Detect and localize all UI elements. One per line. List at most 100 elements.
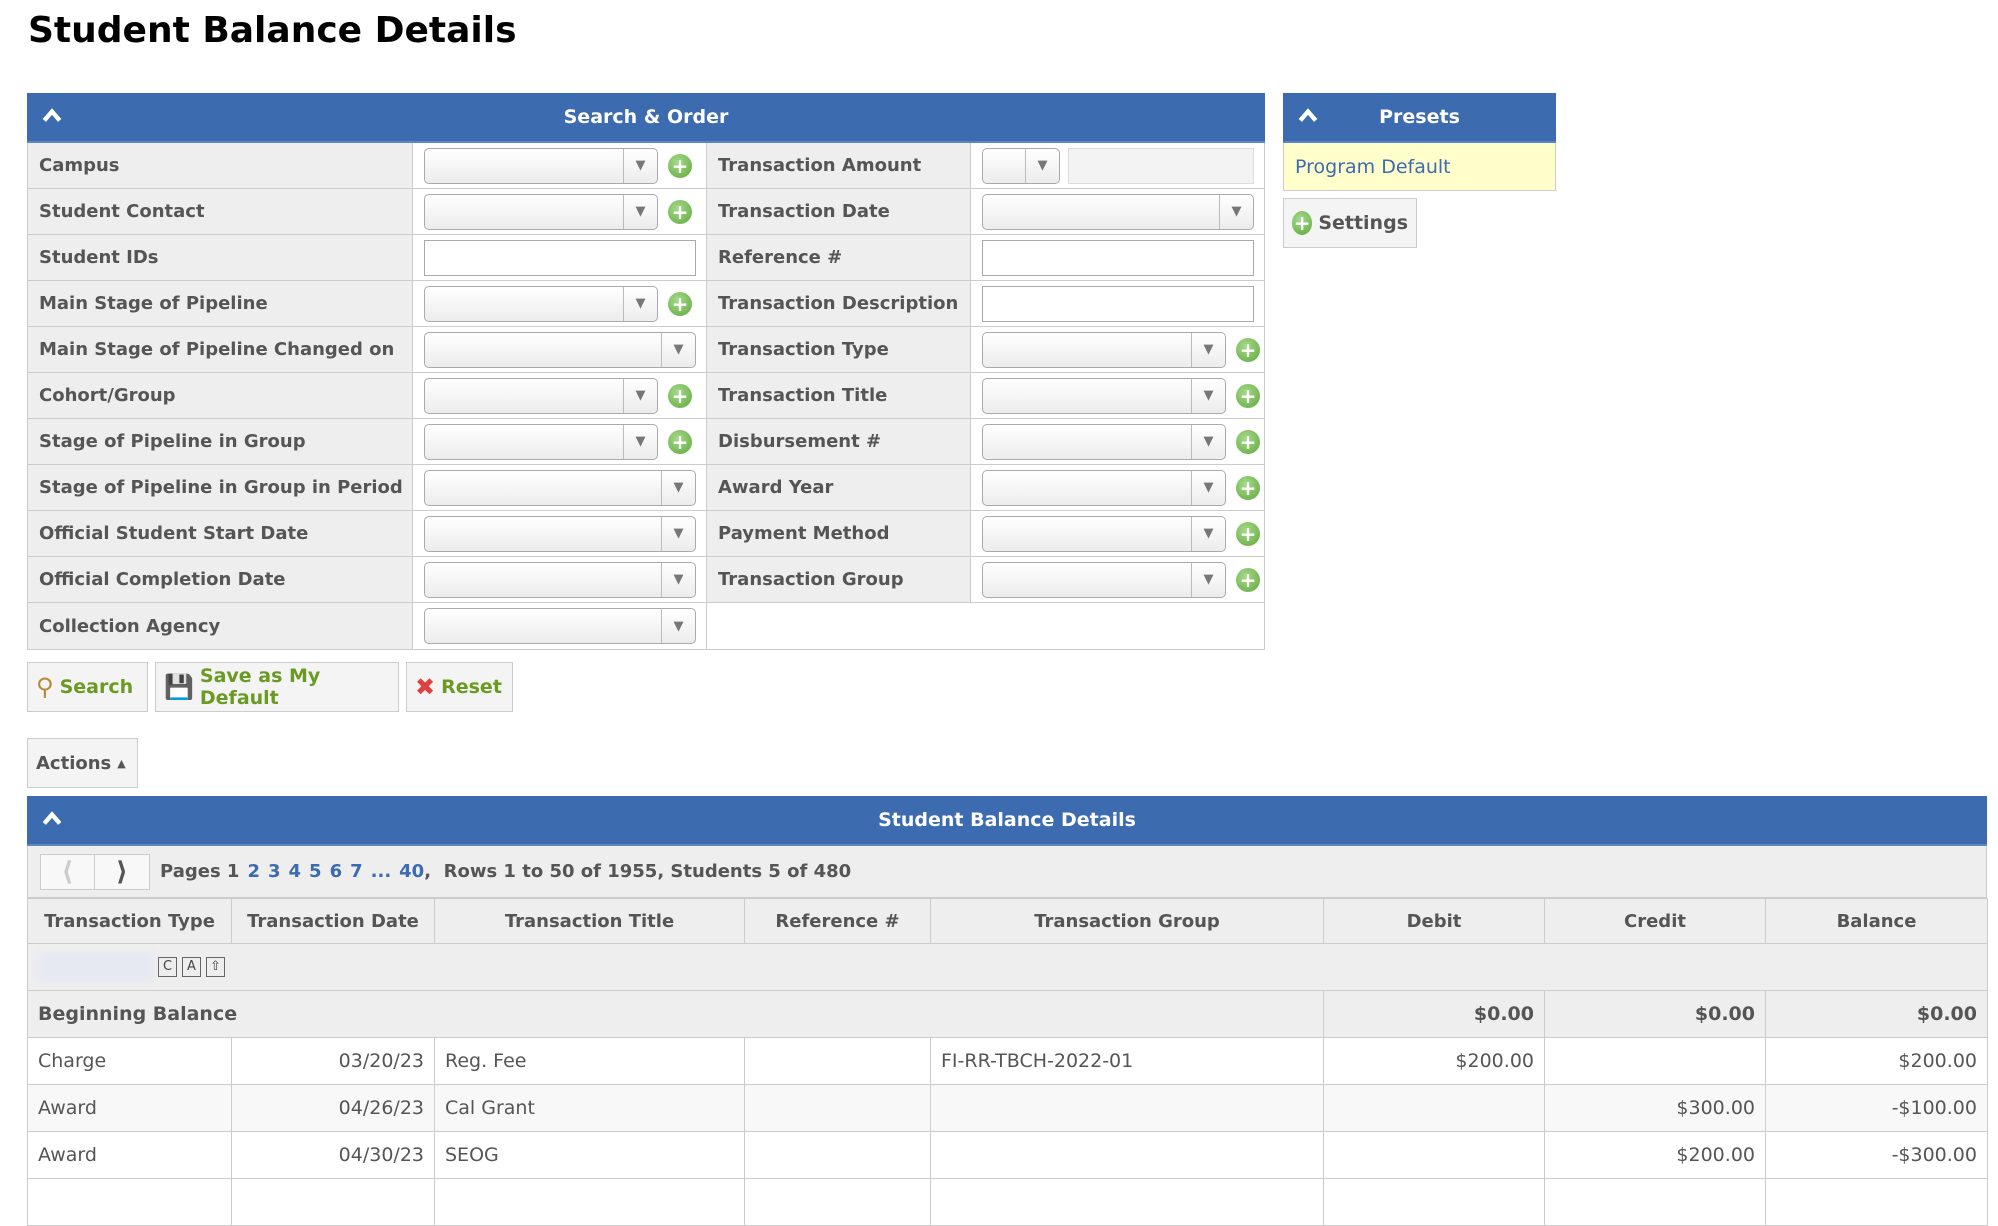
dropdown[interactable]: ▼ bbox=[982, 469, 1226, 506]
page-link[interactable]: 40 bbox=[399, 861, 425, 882]
text-input[interactable] bbox=[982, 239, 1254, 276]
cell-transaction-title: Reg. Fee bbox=[434, 1037, 745, 1085]
filter-row: Stage of Pipeline in Group in Period ▼ Awa… bbox=[28, 465, 1264, 511]
filter-label: Transaction Group bbox=[707, 557, 971, 602]
control-cell: ▼ bbox=[413, 557, 707, 602]
text-input[interactable] bbox=[982, 285, 1254, 322]
collapse-chevron-icon[interactable] bbox=[41, 105, 63, 127]
filter-row: Main Stage of Pipeline Changed on ▼ Transa… bbox=[28, 327, 1264, 373]
control-cell: ▼ + bbox=[413, 373, 707, 418]
dropdown[interactable]: ▼ bbox=[424, 608, 696, 644]
dropdown[interactable]: ▼ bbox=[424, 469, 696, 506]
dropdown[interactable]: ▼ bbox=[982, 193, 1254, 230]
page-title: Student Balance Details bbox=[28, 10, 517, 51]
balance-table: Transaction Type Transaction Date Transact… bbox=[27, 898, 1988, 1226]
contact-icon[interactable]: C bbox=[158, 957, 177, 977]
preset-program-default[interactable]: Program Default bbox=[1283, 143, 1556, 191]
page-link[interactable]: 4 bbox=[288, 861, 302, 882]
dropdown[interactable]: ▼ bbox=[982, 561, 1226, 598]
dropdown[interactable]: ▼ bbox=[424, 423, 658, 460]
actions-button[interactable]: Actions ▲ bbox=[27, 738, 138, 788]
dropdown[interactable]: ▼ bbox=[424, 331, 696, 368]
column-header[interactable]: Transaction Date bbox=[231, 898, 435, 944]
add-filter-icon[interactable]: + bbox=[1236, 337, 1260, 362]
save-default-button[interactable]: 💾 Save as My Default bbox=[155, 662, 399, 712]
dropdown[interactable]: ▼ bbox=[424, 147, 658, 184]
dropdown[interactable]: ▼ bbox=[424, 515, 696, 552]
dropdown[interactable]: ▼ bbox=[424, 561, 696, 598]
control-cell: ▼ + bbox=[971, 465, 1264, 510]
add-filter-icon[interactable]: + bbox=[1236, 567, 1260, 592]
control-cell: ▼ + bbox=[413, 281, 707, 326]
caret-up-icon: ▲ bbox=[117, 756, 126, 770]
settings-button[interactable]: + Settings bbox=[1283, 198, 1417, 248]
filter-label: Transaction Date bbox=[707, 189, 971, 234]
page-link[interactable]: ... bbox=[370, 861, 392, 882]
filter-label: Student IDs bbox=[28, 235, 413, 280]
dropdown[interactable]: ▼ bbox=[424, 285, 658, 322]
column-header[interactable]: Debit bbox=[1323, 898, 1545, 944]
presets-title: Presets bbox=[1379, 106, 1460, 128]
add-filter-icon[interactable]: + bbox=[1236, 383, 1260, 408]
add-filter-icon[interactable]: + bbox=[1236, 475, 1260, 500]
add-filter-icon[interactable]: + bbox=[668, 291, 692, 316]
plus-icon: + bbox=[1292, 211, 1313, 235]
add-filter-icon[interactable]: + bbox=[668, 153, 692, 178]
dropdown[interactable]: ▼ bbox=[982, 377, 1226, 414]
column-header[interactable]: Reference # bbox=[744, 898, 931, 944]
dropdown[interactable]: ▼ bbox=[982, 331, 1226, 368]
text-input[interactable] bbox=[424, 239, 696, 276]
add-filter-icon[interactable]: + bbox=[668, 429, 692, 454]
results-header[interactable]: Student Balance Details bbox=[27, 796, 1987, 846]
add-filter-icon[interactable]: + bbox=[668, 199, 692, 224]
cell-transaction-title: Cal Grant bbox=[434, 1084, 745, 1132]
dropdown[interactable]: ▼ bbox=[982, 423, 1226, 460]
collapse-chevron-icon[interactable] bbox=[1297, 105, 1319, 127]
account-icon[interactable]: A bbox=[182, 957, 201, 977]
dropdown[interactable]: ▼ bbox=[982, 515, 1226, 552]
search-panel-header[interactable]: Search & Order bbox=[27, 93, 1265, 143]
dropdown-arrow-icon: ▼ bbox=[661, 562, 695, 597]
collapse-chevron-icon[interactable] bbox=[41, 808, 63, 830]
cell-transaction-date: 04/30/23 bbox=[231, 1131, 435, 1179]
search-button[interactable]: ⚲ Search bbox=[27, 662, 148, 712]
next-page-button[interactable]: ⟩ bbox=[116, 856, 128, 887]
column-header[interactable]: Transaction Title bbox=[434, 898, 745, 944]
add-filter-icon[interactable]: + bbox=[1236, 521, 1260, 546]
page-link[interactable]: 3 bbox=[267, 861, 281, 882]
cell-balance: -$100.00 bbox=[1765, 1084, 1988, 1132]
page-link[interactable]: 6 bbox=[329, 861, 343, 882]
dropdown-arrow-icon: ▼ bbox=[1191, 516, 1225, 551]
column-header[interactable]: Transaction Group bbox=[930, 898, 1324, 944]
add-filter-icon[interactable]: + bbox=[1236, 429, 1260, 454]
dropdown-arrow-icon: ▼ bbox=[1191, 378, 1225, 413]
dropdown[interactable]: ▼ bbox=[424, 377, 658, 414]
student-name-blurred[interactable] bbox=[38, 952, 153, 982]
dropdown[interactable]: ▼ bbox=[424, 193, 658, 230]
table-row: Award 04/30/23 SEOG $200.00 -$300.00 bbox=[27, 1131, 1988, 1179]
page-link[interactable]: 2 bbox=[247, 861, 260, 882]
upload-icon[interactable]: ⇧ bbox=[206, 957, 225, 977]
cell-reference bbox=[744, 1131, 931, 1179]
column-header[interactable]: Balance bbox=[1765, 898, 1988, 944]
reset-button[interactable]: ✖ Reset bbox=[406, 662, 513, 712]
column-header[interactable]: Transaction Type bbox=[27, 898, 232, 944]
prev-page-button[interactable]: ⟨ bbox=[41, 854, 95, 889]
amount-input[interactable] bbox=[1068, 147, 1254, 184]
beginning-debit: $0.00 bbox=[1323, 990, 1545, 1038]
filter-row: Collection Agency ▼ bbox=[28, 603, 1264, 649]
page-link[interactable]: 5 bbox=[309, 861, 322, 882]
add-filter-icon[interactable]: + bbox=[668, 383, 692, 408]
filter-label: Stage of Pipeline in Group in Period bbox=[28, 465, 413, 510]
column-header[interactable]: Credit bbox=[1544, 898, 1766, 944]
presets-header[interactable]: Presets bbox=[1283, 93, 1556, 143]
page-link[interactable]: 7 bbox=[350, 861, 363, 882]
control-cell: ▼ bbox=[413, 465, 707, 510]
dropdown-arrow-icon: ▼ bbox=[1219, 194, 1253, 229]
cell-transaction-type: Charge bbox=[27, 1037, 232, 1085]
cell-debit: $200.00 bbox=[1323, 1037, 1545, 1085]
actions-label: Actions bbox=[36, 752, 112, 774]
filter-label: Reference # bbox=[707, 235, 971, 280]
operator-dropdown[interactable]: ▼ bbox=[982, 147, 1060, 184]
control-cell: ▼ + bbox=[971, 557, 1264, 602]
